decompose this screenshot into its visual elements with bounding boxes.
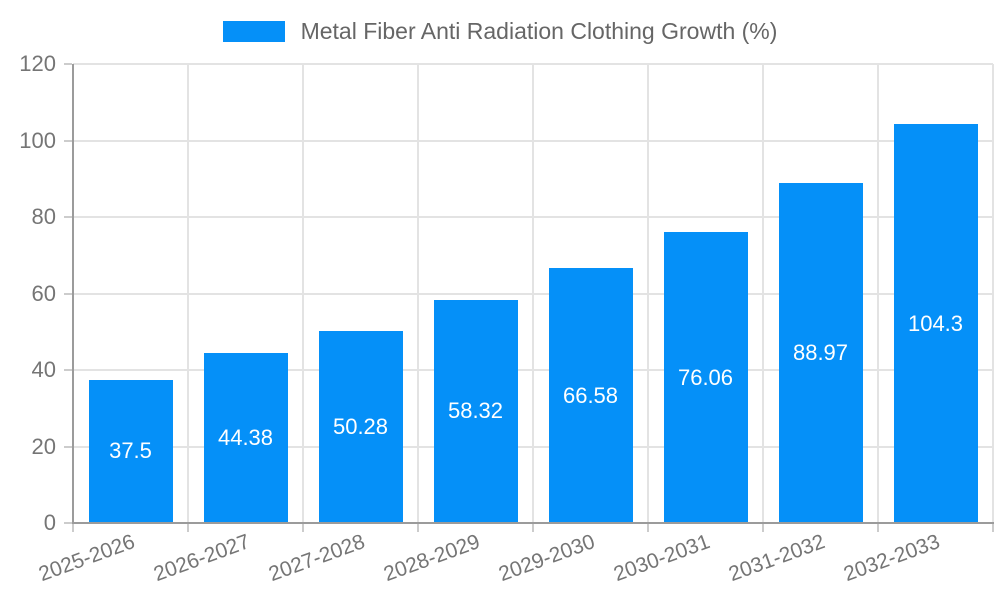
y-axis-tick-label: 60	[31, 280, 56, 306]
gridline-vertical	[417, 64, 419, 523]
x-axis-tick	[647, 524, 649, 532]
y-axis-tick	[64, 63, 72, 65]
bar[interactable]: 88.97	[778, 182, 863, 523]
bar-value-label: 50.28	[332, 413, 389, 439]
y-axis-tick	[64, 139, 72, 142]
x-axis-tick-label: 2028-2029	[380, 530, 484, 587]
chart-legend[interactable]: Metal Fiber Anti Radiation Clothing Grow…	[0, 18, 1000, 45]
x-axis-tick	[72, 524, 74, 532]
y-axis-tick-label: 40	[31, 357, 56, 382]
legend-swatch-icon	[222, 21, 285, 42]
y-axis-tick-label: 120	[19, 51, 56, 76]
x-axis-tick	[877, 524, 879, 532]
y-axis-tick-label: 80	[31, 204, 56, 229]
gridline-vertical	[302, 64, 304, 523]
bar[interactable]: 76.06	[663, 232, 748, 523]
y-axis-tick	[64, 369, 72, 371]
bar[interactable]: 50.28	[318, 330, 403, 523]
bar-value-label: 66.58	[562, 382, 619, 408]
x-axis-tick	[302, 524, 304, 532]
x-axis-tick	[187, 524, 189, 532]
bar-value-label: 104.3	[907, 310, 964, 336]
x-axis-tick	[417, 524, 419, 532]
bar-value-label: 44.38	[217, 425, 274, 451]
x-axis-tick	[762, 524, 764, 532]
x-axis-tick-label: 2031-2032	[725, 530, 829, 587]
x-axis-line	[72, 522, 994, 524]
bar-value-label: 58.32	[447, 398, 504, 424]
y-axis-tick	[64, 292, 72, 295]
gridline-vertical	[762, 64, 764, 523]
x-axis-tick	[532, 524, 534, 532]
gridline-vertical	[532, 64, 534, 523]
gridline-vertical	[877, 64, 879, 523]
x-axis-tick-label: 2032-2033	[840, 530, 944, 587]
bar[interactable]: 44.38	[203, 353, 288, 523]
bar-value-label: 76.06	[677, 364, 734, 390]
plot-area: 37.5 44.38 50.28 58.32 66.58 76.06 88.97 104.3	[73, 63, 994, 523]
bar-value-label: 88.97	[792, 339, 849, 365]
bar[interactable]: 37.5	[88, 379, 173, 523]
y-axis-tick-label: 0	[43, 510, 56, 535]
y-axis-tick	[64, 445, 72, 448]
x-axis-tick-label: 2026-2027	[150, 530, 254, 587]
y-axis-tick-label: 100	[19, 127, 56, 153]
y-axis-tick	[64, 216, 72, 218]
legend-label: Metal Fiber Anti Radiation Clothing Grow…	[300, 18, 778, 44]
y-axis-tick-label: 20	[31, 433, 56, 459]
gridline-vertical	[187, 64, 189, 523]
gridline-vertical	[647, 64, 649, 523]
x-axis-tick	[992, 524, 994, 532]
bar[interactable]: 104.3	[893, 124, 978, 523]
gridline-vertical	[992, 64, 994, 523]
x-axis-tick-label: 2029-2030	[495, 530, 599, 587]
x-axis-tick-label: 2027-2028	[265, 530, 369, 587]
x-axis-tick-label: 2030-2031	[610, 530, 714, 587]
bar-value-label: 37.5	[109, 438, 152, 464]
bar[interactable]: 58.32	[433, 299, 518, 523]
y-axis-tick	[64, 522, 72, 524]
y-axis-line	[72, 64, 74, 525]
bar[interactable]: 66.58	[548, 268, 633, 523]
x-axis-tick-label: 2025-2026	[35, 530, 139, 587]
